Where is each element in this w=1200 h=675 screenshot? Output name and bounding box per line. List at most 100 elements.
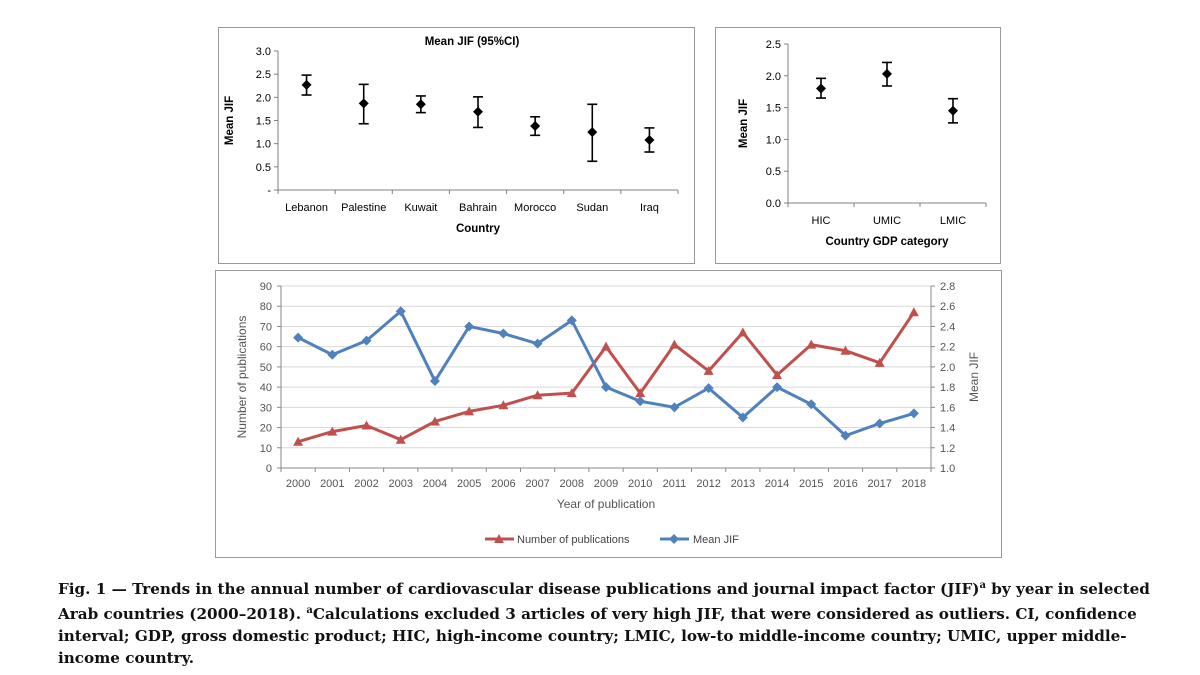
y-axis-title: Mean JIF (224, 96, 236, 145)
y-tick-label: 2.5 (766, 39, 781, 51)
country-jif-panel: Mean JIF (95%CI) - 0.5 1.0 1.5 2.0 2.5 3.0 Leban… (218, 27, 695, 264)
x-axis-title: Country (456, 223, 501, 235)
data-point (669, 339, 680, 349)
series-line (297, 311, 916, 444)
y-tick-label: 50 (260, 362, 272, 374)
data-point (429, 416, 440, 426)
data-point (498, 400, 509, 410)
y-tick-label: 60 (260, 342, 272, 354)
data-point (908, 408, 919, 419)
data-point (601, 341, 611, 351)
x-tick-label: HIC (812, 215, 831, 227)
gdp-jif-panel: 0.0 0.5 1.0 1.5 2.0 2.5 HIC UMIC LMIC Country GDP… (715, 27, 1001, 264)
y-tick-label: 20 (260, 423, 272, 435)
x-tick-label: Morocco (514, 202, 556, 214)
data-point (635, 388, 646, 398)
y-tick-label: 2.0 (256, 92, 271, 104)
figure-caption: Fig. 1 — Trends in the annual number of … (58, 575, 1158, 669)
x-tick-label: 2011 (663, 478, 687, 490)
data-point (532, 338, 543, 349)
y-tick-label: 0.5 (256, 162, 271, 174)
x-tick-label: Lebanon (285, 202, 328, 214)
gdp-jif-chart: 0.0 0.5 1.0 1.5 2.0 2.5 HIC UMIC LMIC Country GDP… (738, 39, 987, 248)
x-tick-label: 2000 (286, 478, 310, 490)
mean-marker (415, 99, 426, 110)
data-point (703, 365, 714, 375)
x-tick-label: 2014 (765, 478, 789, 490)
data-point (806, 339, 817, 349)
data-point (532, 390, 543, 400)
mean-marker (816, 83, 826, 94)
y-tick-label: 3.0 (256, 46, 271, 58)
y-tick-label: 1.0 (766, 134, 781, 146)
data-point (327, 349, 338, 360)
data-point (464, 406, 475, 416)
data-point (395, 434, 406, 444)
x-tick-label: 2003 (388, 478, 412, 490)
y2-tick-label: 1.6 (940, 402, 955, 414)
data-point (566, 388, 577, 398)
y-tick-label: 80 (260, 301, 272, 313)
x-tick-label: 2005 (457, 478, 481, 490)
x-tick-label: 2007 (525, 478, 549, 490)
y-tick-label: 0 (266, 463, 272, 475)
y-tick-label: 40 (260, 382, 272, 394)
x-tick-label: 2012 (696, 478, 720, 490)
data-point (361, 420, 372, 430)
caption-sup-1: a (979, 580, 986, 591)
data-point (806, 399, 817, 410)
data-point (703, 383, 714, 394)
data-point (327, 426, 338, 436)
x-tick-label: Palestine (341, 202, 386, 214)
x-tick-label: 2017 (867, 478, 891, 490)
chart-title: Mean JIF (95%CI) (425, 36, 520, 48)
legend-marker-publications (494, 534, 504, 543)
y2-tick-label: 2.4 (940, 321, 955, 333)
data-point (737, 412, 748, 423)
data-point (566, 315, 577, 326)
y2-tick-label: 2.6 (940, 301, 955, 313)
legend-label-publications: Number of publications (517, 534, 630, 546)
data-point (293, 436, 304, 446)
data-point (601, 382, 611, 393)
legend-label-jif: Mean JIF (693, 534, 739, 546)
x-tick-label: UMIC (873, 215, 901, 227)
y-axis-title: Number of publications (235, 316, 249, 439)
x-tick-label: 2002 (354, 478, 378, 490)
legend-marker-jif (669, 534, 679, 544)
y-tick-label: 1.0 (256, 139, 271, 151)
data-point (464, 321, 475, 332)
y2-tick-label: 1.8 (940, 382, 955, 394)
data-point (737, 327, 748, 337)
y-axis-title: Mean JIF (738, 99, 750, 148)
y-tick-label: 10 (260, 443, 272, 455)
x-tick-label: Bahrain (459, 202, 497, 214)
trend-chart: 0 10 20 30 40 50 60 70 80 90 1.0 1.2 1.4 1.6 1.8 2.0 2.2… (235, 281, 981, 546)
trend-panel: 0 10 20 30 40 50 60 70 80 90 1.0 1.2 1.4 1.6 1.8 2.0 2.2… (215, 270, 1002, 558)
y2-tick-label: 1.0 (940, 463, 955, 475)
y2-tick-label: 2.2 (940, 342, 955, 354)
x-axis-title: Country GDP category (825, 236, 949, 248)
x-tick-label: 2010 (628, 478, 652, 490)
mean-marker (948, 105, 958, 116)
y-tick-label: 2.5 (256, 69, 271, 81)
x-tick-label: 2008 (560, 478, 584, 490)
y-tick-label: 2.0 (766, 71, 781, 83)
data-point (429, 376, 440, 387)
x-tick-label: 2009 (594, 478, 618, 490)
x-tick-label: 2016 (833, 478, 857, 490)
data-point (293, 332, 304, 343)
data-point (669, 402, 680, 413)
data-point (772, 369, 783, 379)
x-tick-label: Sudan (576, 202, 608, 214)
country-jif-chart: Mean JIF (95%CI) - 0.5 1.0 1.5 2.0 2.5 3.0 Leban… (224, 36, 679, 235)
y2-tick-label: 2.8 (940, 281, 955, 293)
data-point (840, 345, 851, 355)
data-point (395, 306, 406, 317)
caption-rest: Calculations excluded 3 articles of very… (58, 605, 1137, 668)
data-point (498, 328, 509, 339)
y-tick-label: 30 (260, 402, 272, 414)
data-point (361, 335, 372, 346)
y-tick-label: 0.5 (766, 166, 781, 178)
y-tick-label: 1.5 (256, 116, 271, 128)
